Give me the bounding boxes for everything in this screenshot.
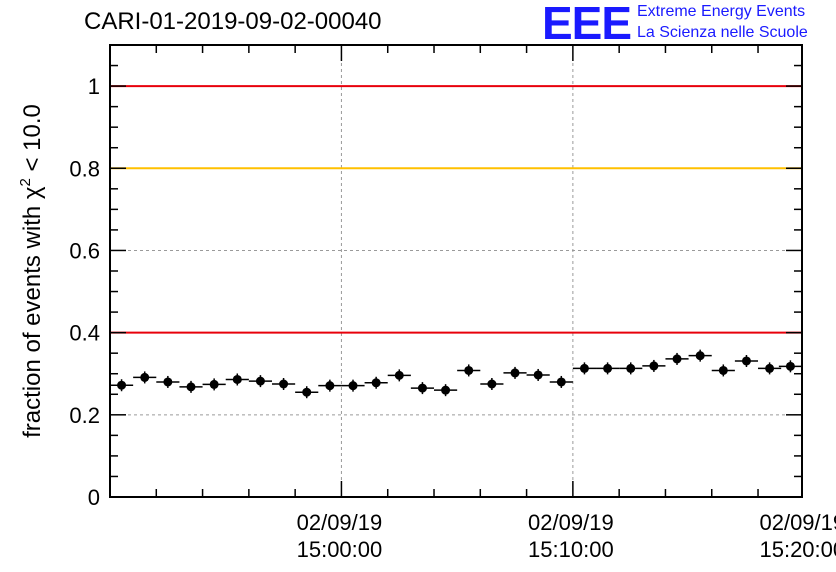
data-point-14: [434, 384, 458, 397]
x-tick-label-time-3: 15:20:00: [759, 537, 836, 562]
y-tick-label-4: 0.8: [69, 156, 100, 181]
eee-logo: EEE: [542, 0, 632, 49]
data-point-15: [457, 364, 481, 377]
data-point-3: [179, 380, 203, 393]
logo-caption-line2: La Scienza nelle Scuole: [637, 24, 808, 41]
chart-title: CARI-01-2019-09-02-00040: [84, 8, 382, 35]
logo-caption-line1: Extreme Energy Events: [637, 3, 806, 20]
data-point-1: [133, 371, 157, 384]
x-tick-label-time-2: 15:10:00: [528, 537, 614, 562]
y-axis-title: fraction of events with χ2 < 10.0: [17, 104, 46, 438]
data-point-20: [572, 362, 597, 375]
data-point-7: [272, 378, 296, 390]
data-point-11: [364, 376, 388, 389]
x-tick-label-date-3: 02/09/19: [759, 510, 836, 535]
data-point-23: [642, 359, 666, 372]
threshold-lines: [110, 85, 802, 334]
data-point-4: [202, 378, 226, 391]
x-tick-label-date-1: 02/09/19: [297, 510, 383, 535]
data-point-25: [688, 349, 712, 362]
data-points: [110, 349, 802, 399]
y-tick-label-1: 0.2: [69, 403, 100, 428]
data-point-27: [734, 354, 759, 367]
data-point-9: [318, 379, 342, 392]
data-point-16: [480, 378, 504, 390]
data-point-18: [526, 368, 550, 381]
y-tick-label-3: 0.6: [69, 238, 100, 263]
plot-frame: [109, 44, 803, 498]
data-point-12: [387, 369, 411, 382]
x-tick-label-time-1: 15:00:00: [297, 537, 383, 562]
data-point-10: [341, 379, 365, 392]
data-point-8: [295, 386, 319, 399]
data-point-2: [156, 375, 180, 388]
data-point-29: [778, 360, 802, 373]
data-point-5: [225, 373, 249, 386]
data-point-17: [503, 366, 527, 379]
y-tick-label-5: 1: [88, 74, 100, 99]
data-point-28: [758, 362, 782, 375]
data-point-26: [711, 364, 735, 377]
y-tick-label-0: 0: [88, 485, 100, 510]
data-point-13: [410, 382, 435, 395]
grid-lines: [110, 45, 802, 497]
x-tick-label-date-2: 02/09/19: [528, 510, 614, 535]
axis-ticks: [109, 44, 802, 498]
data-point-19: [549, 375, 573, 388]
data-point-22: [619, 362, 643, 375]
tick-labels: 00.20.40.60.8102/09/1915:00:0002/09/1915…: [69, 74, 836, 562]
y-tick-label-2: 0.4: [69, 321, 100, 346]
data-point-6: [248, 375, 273, 388]
data-point-21: [596, 362, 620, 375]
data-point-24: [665, 352, 689, 365]
data-point-0: [110, 379, 134, 392]
